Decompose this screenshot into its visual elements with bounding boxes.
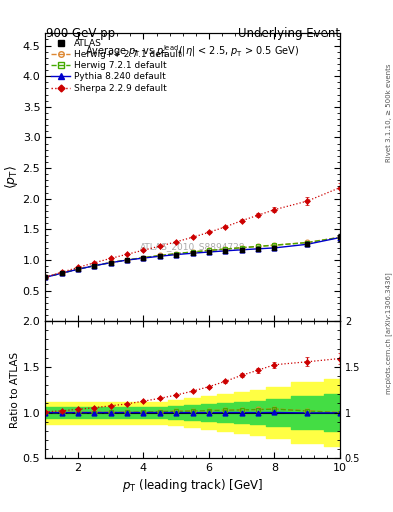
Text: ATLAS_2010_S8894728: ATLAS_2010_S8894728 — [140, 242, 245, 251]
Text: Average $p_{\rm T}$ vs $p_{\rm T}^{\rm lead}$($|\eta|$ < 2.5, $p_{\rm T}$ > 0.5 : Average $p_{\rm T}$ vs $p_{\rm T}^{\rm l… — [85, 44, 300, 60]
Y-axis label: $\langle p_{\rm T}\rangle$: $\langle p_{\rm T}\rangle$ — [3, 165, 20, 189]
Text: Underlying Event: Underlying Event — [238, 27, 340, 39]
Text: 900 GeV pp: 900 GeV pp — [46, 27, 116, 39]
X-axis label: $p_{\rm T}$ (leading track) [GeV]: $p_{\rm T}$ (leading track) [GeV] — [122, 477, 263, 494]
Legend: ATLAS, Herwig++ 2.7.1 default, Herwig 7.2.1 default, Pythia 8.240 default, Sherp: ATLAS, Herwig++ 2.7.1 default, Herwig 7.… — [49, 37, 184, 95]
Text: mcplots.cern.ch [arXiv:1306.3436]: mcplots.cern.ch [arXiv:1306.3436] — [386, 272, 392, 394]
Y-axis label: Ratio to ATLAS: Ratio to ATLAS — [10, 352, 20, 428]
Text: Rivet 3.1.10, ≥ 500k events: Rivet 3.1.10, ≥ 500k events — [386, 63, 392, 162]
